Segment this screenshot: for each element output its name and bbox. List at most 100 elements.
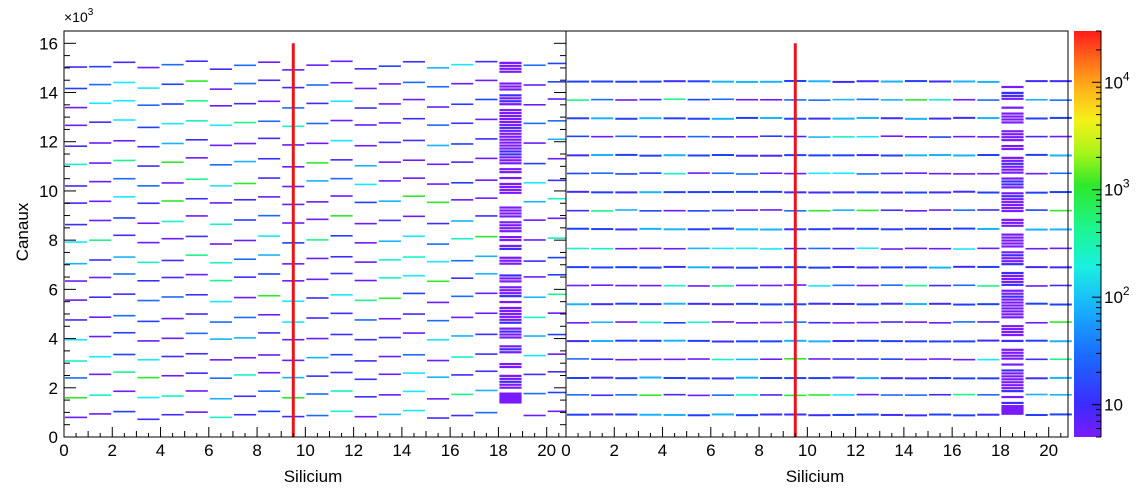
heatmap-cell	[1049, 191, 1072, 194]
heatmap-cell	[330, 255, 353, 258]
heatmap-cell	[591, 135, 614, 138]
colorbar-tick-label: 103	[1104, 177, 1130, 200]
heatmap-cell	[330, 100, 353, 103]
dense-strip-cell	[499, 377, 522, 380]
heatmap-cell	[615, 117, 638, 120]
heatmap-cell	[639, 394, 662, 396]
heatmap-cell	[953, 116, 976, 119]
heatmap-cell	[89, 355, 112, 358]
heatmap-cell	[663, 228, 686, 231]
heatmap-cell	[808, 358, 831, 360]
heatmap-cell	[89, 394, 112, 396]
heatmap-cell	[475, 60, 498, 63]
heatmap-cell	[137, 165, 160, 167]
heatmap-cell	[161, 142, 184, 145]
heatmap-cell	[760, 135, 783, 137]
heatmap-cell	[427, 280, 450, 283]
heatmap-cell	[451, 181, 474, 184]
heatmap-cell	[904, 303, 928, 306]
heatmap-cell	[639, 321, 662, 324]
heatmap-cell	[615, 377, 638, 380]
axes: 0 2 4 6 8 10 12 14 16 18 20 0 2 4 6 8 10 12 14 16 18 20 0 2 4 6 8 1…	[39, 30, 1069, 460]
heatmap-cell	[258, 177, 281, 179]
heatmap-cell	[808, 99, 831, 101]
heatmap-cell	[378, 336, 401, 339]
heatmap-cell	[567, 99, 590, 101]
heatmap-cell	[137, 340, 160, 342]
dense-strip-cell	[499, 309, 522, 313]
heatmap-cell	[161, 395, 184, 397]
dense-strip-cell	[1001, 369, 1024, 372]
heatmap-cell	[523, 103, 546, 106]
heatmap-cell	[929, 322, 952, 324]
dense-strip-cell	[1001, 381, 1024, 384]
heatmap-cell	[475, 312, 498, 315]
heatmap-cell	[378, 355, 401, 358]
heatmap-cell	[209, 185, 232, 187]
heatmap-cell	[953, 414, 976, 417]
heatmap-cell	[113, 99, 136, 102]
dense-strip-cell	[1001, 144, 1024, 148]
heatmap-cell	[258, 354, 281, 356]
dense-strip-cell	[1001, 375, 1024, 378]
heatmap-cell	[378, 103, 401, 105]
heatmap-cell	[137, 87, 160, 89]
dense-strip-cell	[499, 345, 522, 348]
heatmap-cell	[687, 154, 710, 157]
heatmap-cell	[977, 136, 1000, 138]
heatmap-cell	[929, 284, 952, 287]
heatmap-cell	[306, 317, 329, 319]
heatmap-cell	[209, 377, 232, 379]
heatmap-cell	[1025, 302, 1048, 305]
heatmap-cell	[687, 80, 710, 83]
dense-strip-cell	[1001, 133, 1024, 136]
heatmap-cell	[330, 353, 353, 356]
heatmap-cell	[475, 292, 498, 295]
heatmap-cell	[735, 414, 759, 417]
heatmap-cell	[880, 117, 903, 120]
heatmap-cell	[427, 301, 450, 304]
heatmap-cell	[306, 180, 329, 182]
heatmap-cell	[185, 332, 208, 335]
heatmap-cell	[354, 87, 377, 90]
heatmap-cell	[591, 247, 614, 250]
dense-strip-cell	[499, 135, 522, 138]
heatmap-cell	[1025, 228, 1048, 231]
heatmap-cell	[567, 340, 590, 343]
heatmap-cell	[1049, 99, 1072, 101]
heatmap-cell	[977, 265, 1000, 268]
y-tick-label: 14	[39, 84, 58, 103]
dense-strip-cell	[499, 138, 522, 141]
heatmap-cell	[378, 277, 401, 279]
heatmap-cell	[615, 228, 638, 231]
heatmap-cell	[760, 284, 783, 287]
dense-strip-cell	[1001, 168, 1024, 171]
heatmap-cell	[402, 159, 426, 162]
heatmap-cell	[567, 377, 590, 380]
heatmap-cell	[856, 358, 879, 360]
heatmap-cell	[615, 284, 638, 287]
heatmap-cell	[427, 222, 450, 225]
heatmap-cell	[378, 200, 401, 202]
heatmap-cell	[209, 397, 232, 400]
heatmap-cell	[880, 248, 903, 250]
heatmap-cell	[451, 295, 474, 298]
heatmap-cell	[904, 340, 928, 343]
heatmap-cell	[711, 190, 734, 193]
heatmap-cell	[639, 191, 662, 194]
heatmap-cell	[547, 256, 570, 259]
heatmap-cell	[687, 135, 710, 138]
x-tick-label: 20	[1039, 441, 1058, 460]
heatmap-cell	[306, 297, 329, 299]
heatmap-cell	[711, 154, 734, 157]
heatmap-cell	[113, 314, 136, 317]
heatmap-cell	[402, 215, 426, 218]
heatmap-cell	[663, 98, 686, 101]
heatmap-cell	[402, 409, 426, 412]
heatmap-cell	[113, 119, 136, 121]
dense-strip-cell	[1001, 147, 1024, 151]
x-tick-label: 6	[204, 441, 213, 460]
heatmap-cell	[65, 87, 88, 90]
heatmap-cell	[687, 302, 710, 305]
heatmap-cell	[161, 413, 184, 416]
